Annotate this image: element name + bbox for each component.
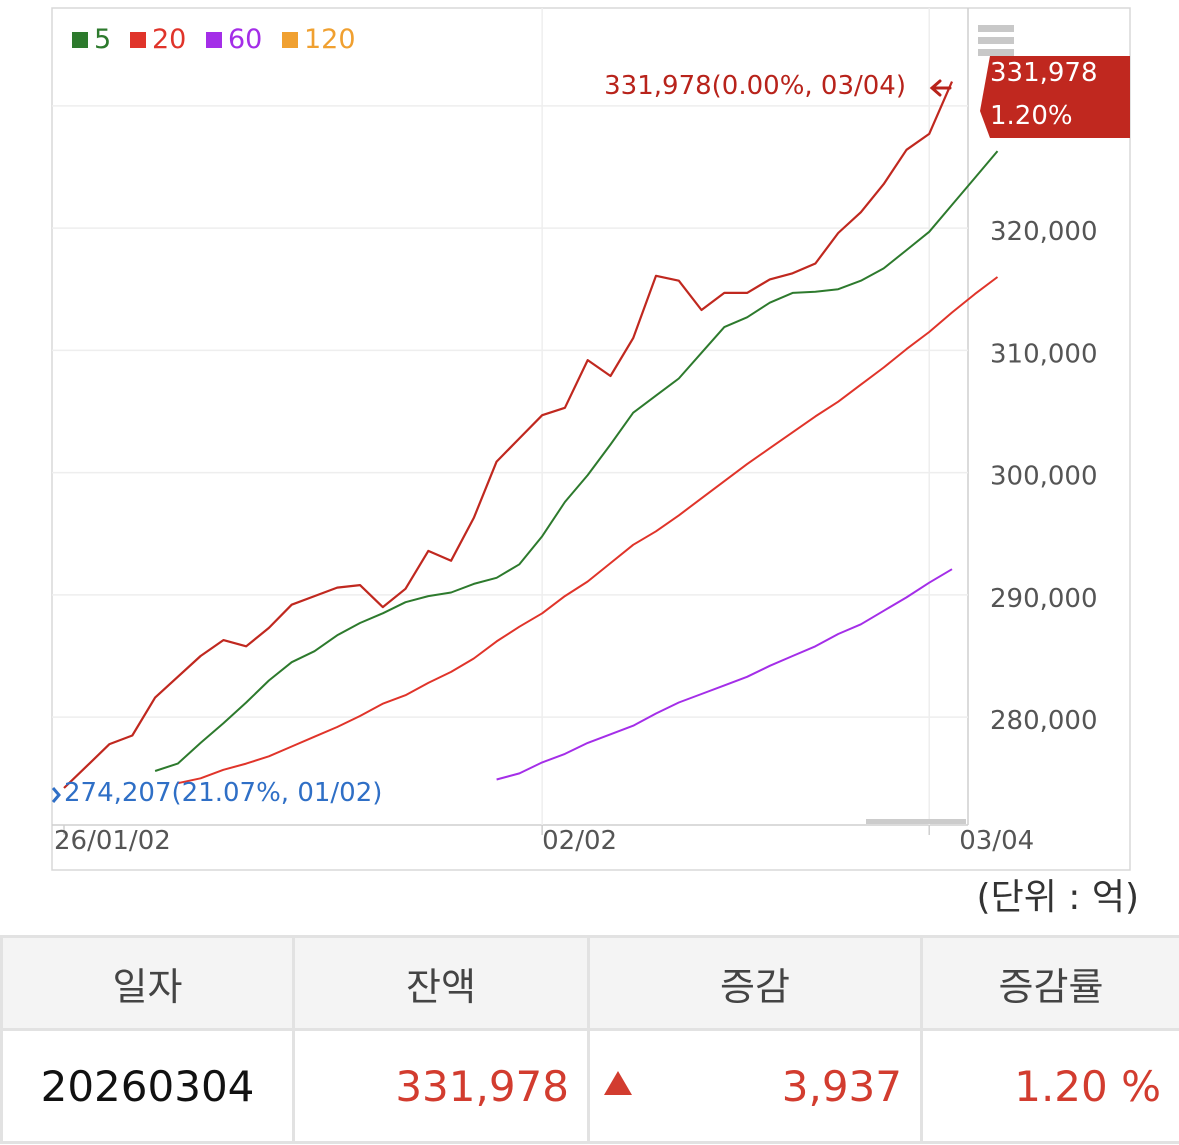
chart: 280,000290,000300,000310,000320,000330,0… [51, 7, 1131, 871]
legend-swatch [206, 32, 222, 48]
badge-value: 331,978 [990, 58, 1098, 88]
legend-swatch [130, 32, 146, 48]
menu-icon [978, 49, 1014, 56]
y-tick-label: 290,000 [990, 584, 1098, 614]
x-tick-label: 02/02 [542, 826, 617, 856]
up-triangle-icon [604, 1071, 632, 1095]
last-value-label: 331,978(0.00%, 03/04) [604, 71, 906, 101]
header-balance: 잔액 [292, 935, 590, 1031]
menu-icon [978, 37, 1014, 44]
legend-label: 20 [152, 24, 186, 55]
arrow-left-icon [929, 79, 952, 97]
x-tick-label: 26/01/02 [54, 826, 171, 856]
header-rate: 증감률 [920, 935, 1179, 1031]
cell-rate: 1.20 % [920, 1028, 1179, 1144]
legend-label: 5 [94, 24, 111, 55]
legend-swatch [72, 32, 88, 48]
current-value-badge [980, 56, 1130, 138]
x-tick-label: 03/04 [959, 826, 1034, 856]
cell-balance: 331,978 [292, 1028, 590, 1144]
cell-change: 3,937 [587, 1028, 923, 1144]
series-line-ma20 [177, 276, 999, 785]
change-value: 3,937 [781, 1061, 902, 1111]
y-tick-label: 280,000 [990, 706, 1098, 736]
series-line-ma60 [496, 568, 953, 781]
scrollbar-thumb [866, 819, 966, 824]
header-date: 일자 [0, 935, 295, 1031]
series-line-raw [63, 81, 954, 789]
menu-icon [978, 25, 1014, 32]
cell-date: 20260304 [0, 1028, 295, 1144]
data-table: 일자 잔액 증감 증감률 20260304 331,978 3,937 1.20… [0, 935, 1179, 1144]
legend-label: 120 [304, 24, 356, 55]
chart-frame [51, 7, 1131, 871]
y-tick-label: 300,000 [990, 462, 1098, 492]
header-change: 증감 [587, 935, 923, 1031]
arrow-right-icon [51, 787, 61, 803]
table-header-row: 일자 잔액 증감 증감률 [0, 935, 1179, 1031]
series-line-ma5 [154, 150, 999, 772]
table-row: 20260304 331,978 3,937 1.20 % [0, 1028, 1179, 1144]
y-tick-label: 320,000 [990, 217, 1098, 247]
legend-swatch [282, 32, 298, 48]
badge-percent: 1.20% [990, 101, 1073, 131]
legend-label: 60 [228, 24, 262, 55]
first-value-label: 274,207(21.07%, 01/02) [64, 778, 382, 808]
unit-label: (단위 : 억) [976, 877, 1139, 918]
y-tick-label: 310,000 [990, 339, 1098, 369]
